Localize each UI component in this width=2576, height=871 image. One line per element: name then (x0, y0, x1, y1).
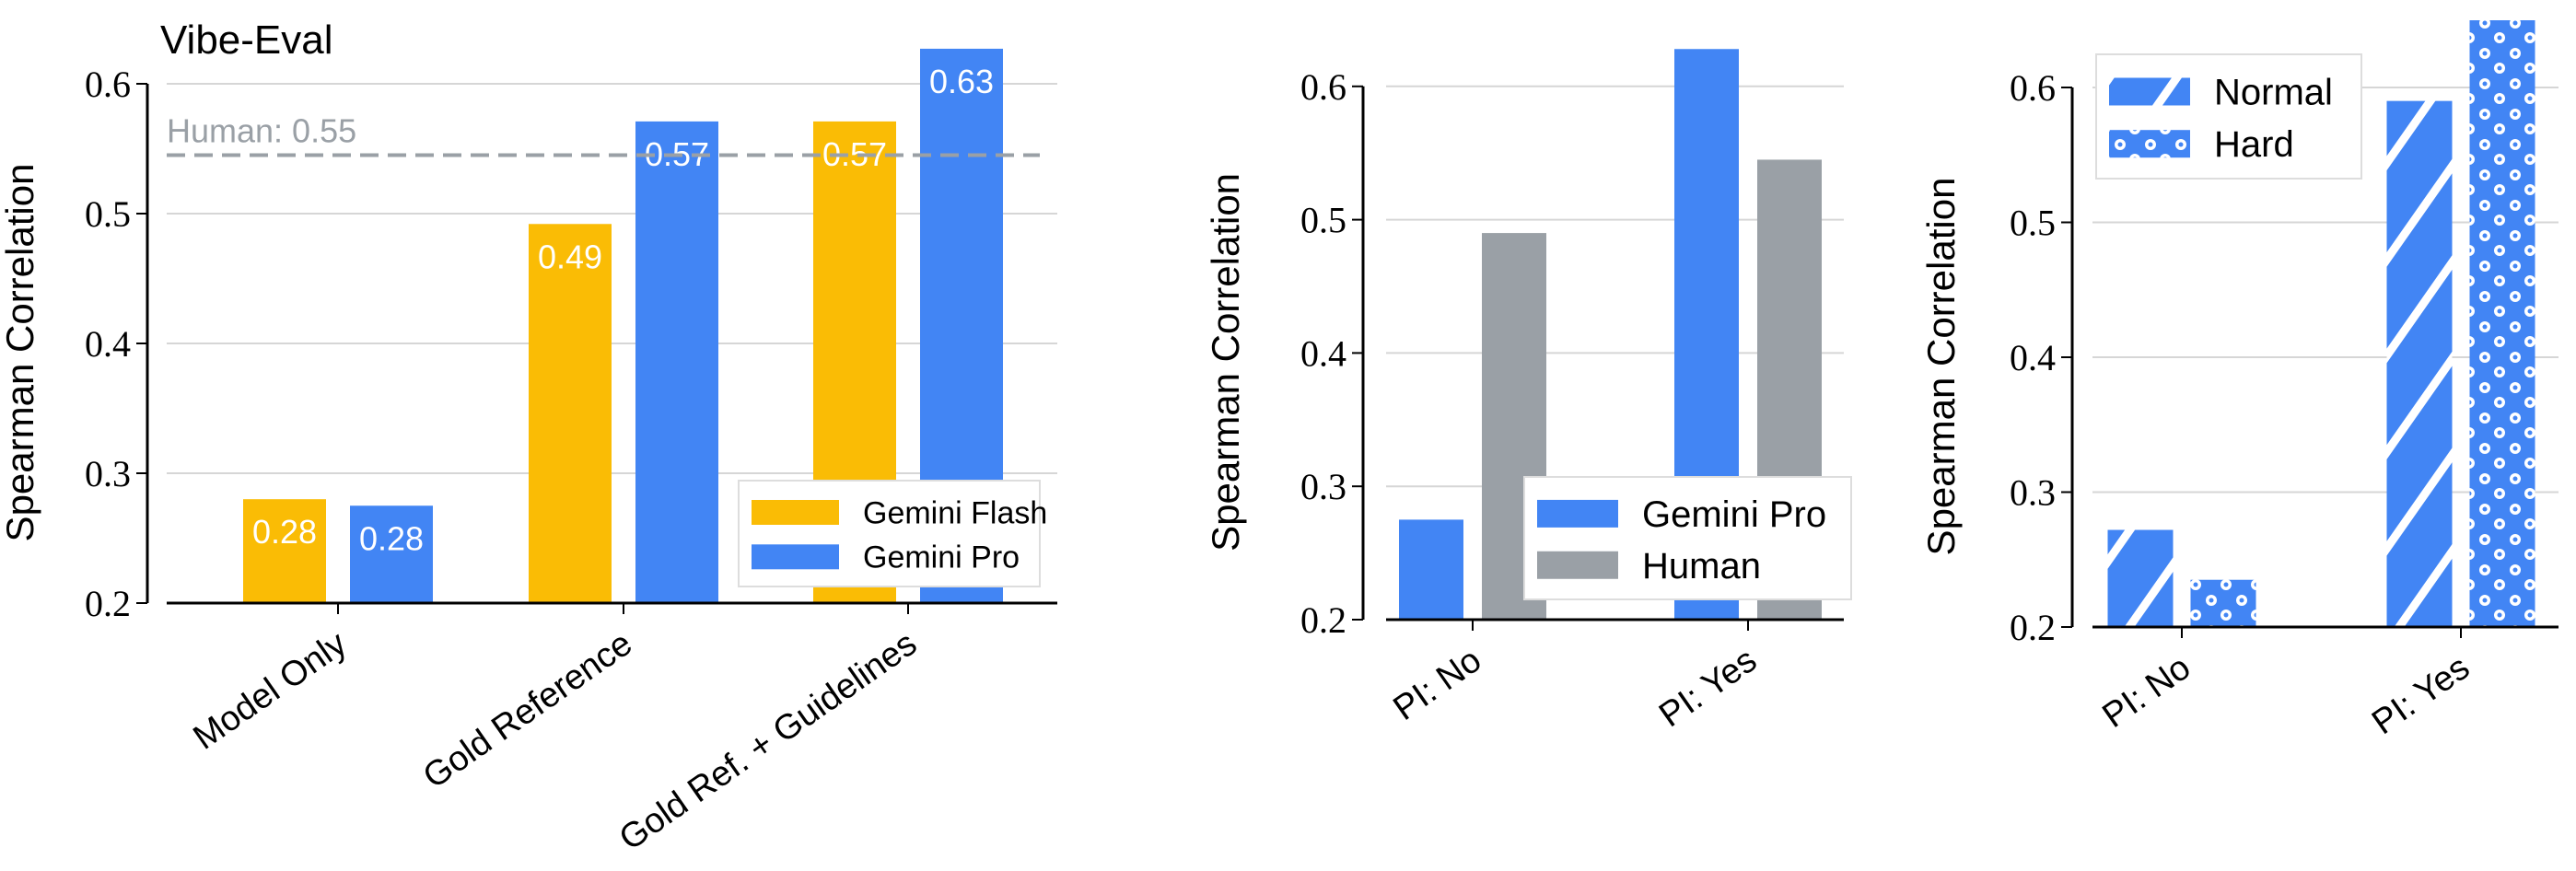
legend: Gemini Flash Gemini Pro (738, 480, 1047, 587)
x-tick-label: Gold Ref. + Guidelines (612, 624, 924, 858)
y-tick-label: 0.2 (1300, 599, 1346, 641)
y-tick-label: 0.4 (1300, 332, 1346, 374)
data-label: 0.28 (252, 513, 317, 551)
bars (2107, 20, 2535, 627)
legend-swatch (1537, 551, 1618, 579)
x-tick-label: Gold Reference (416, 624, 639, 796)
legend: Gemini Pro Human (1523, 476, 1852, 600)
legend-swatch (2109, 77, 2190, 106)
chart-title: Vibe-Eval (160, 17, 333, 63)
bar-normal (2386, 100, 2453, 627)
legend-label: Normal (2214, 73, 2333, 113)
bar-gemini-flash (529, 224, 612, 603)
legend-label: Gemini Pro (1642, 494, 1826, 535)
legend-swatch (752, 500, 839, 525)
y-tick-label: 0.5 (1300, 200, 1346, 241)
chart-3: 0.2 0.3 0.4 0.5 0.6 Spearman Correlation PI: N… (1919, 20, 2559, 742)
y-tick-label: 0.6 (2010, 67, 2056, 109)
x-tick-label: PI: No (2096, 648, 2198, 736)
legend-label: Hard (2214, 124, 2294, 165)
human-reference-label: Human: 0.55 (167, 112, 356, 150)
y-tick-label: 0.3 (85, 453, 131, 494)
y-axis-label: Spearman Correlation (0, 164, 41, 542)
legend-swatch (2109, 130, 2190, 158)
bar-gemini-pro (350, 505, 433, 603)
legend: Normal Hard (2095, 53, 2362, 180)
bar-hard (2190, 579, 2256, 627)
bars (243, 48, 1003, 603)
y-axis-label: Spearman Correlation (1204, 173, 1247, 552)
bar-gemini-pro (635, 121, 718, 603)
y-tick-label: 0.6 (1300, 66, 1346, 108)
legend-swatch (1537, 499, 1618, 528)
data-label: 0.63 (929, 63, 994, 100)
x-tick-label: Model Only (187, 624, 355, 758)
bar-gemini-flash (243, 499, 326, 603)
y-tick-label: 0.4 (2010, 337, 2056, 378)
y-tick-label: 0.3 (1300, 466, 1346, 507)
y-tick-label: 0.5 (85, 193, 131, 235)
x-tick-label: PI: Yes (2365, 648, 2477, 742)
legend-label: Human (1642, 546, 1761, 586)
data-label: 0.28 (359, 519, 424, 557)
legend-label: Gemini Pro (863, 540, 1020, 575)
x-tick-label: PI: Yes (1652, 641, 1764, 735)
y-tick-label: 0.5 (2010, 203, 2056, 244)
y-tick-label: 0.2 (85, 583, 131, 624)
legend-label: Gemini Flash (863, 495, 1047, 530)
y-tick-label: 0.3 (2010, 472, 2056, 514)
bar-hard (2469, 20, 2535, 627)
chart-2: 0.2 0.3 0.4 0.5 0.6 Spearman Correlation PI: N… (1204, 49, 1852, 735)
legend-box (2095, 53, 2362, 180)
bar-normal (2107, 529, 2174, 627)
legend-box (1523, 476, 1852, 600)
y-axis-label: Spearman Correlation (1919, 178, 1963, 556)
bar-gemini-pro (1399, 519, 1463, 620)
chart-1: 0.2 0.3 0.4 0.5 0.6 Spearman Correlation 0.28 0… (0, 48, 1057, 858)
y-tick-label: 0.6 (85, 64, 131, 105)
legend-swatch (752, 544, 839, 570)
x-tick-label: PI: No (1387, 641, 1489, 728)
y-tick-label: 0.4 (85, 323, 131, 365)
y-tick-label: 0.2 (2010, 607, 2056, 648)
data-label: 0.49 (538, 238, 602, 275)
